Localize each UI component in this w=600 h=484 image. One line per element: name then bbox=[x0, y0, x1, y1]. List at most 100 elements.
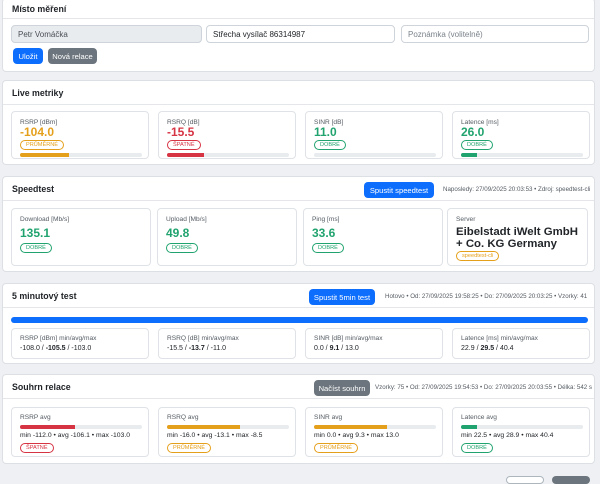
speed-tile: Upload [Mb/s] 49.8 DOBRÉ bbox=[157, 208, 297, 266]
speedtest-meta: Naposledy: 27/09/2025 20:03:53 • Zdroj: … bbox=[443, 186, 591, 193]
footer-button-partial-dark[interactable] bbox=[552, 476, 590, 484]
stat-min: -108.0 bbox=[20, 345, 40, 352]
site-field[interactable]: Střecha vysílač 86314987 bbox=[206, 25, 395, 43]
level-bar-fill bbox=[20, 153, 69, 157]
summary-tile: RSRQ avg min -16.0 • avg -13.1 • max -8.5… bbox=[158, 407, 296, 457]
summary-label: Latence avg bbox=[461, 414, 497, 421]
status-badge: DOBRÉ bbox=[314, 140, 346, 150]
summary-tile: RSRP avg min -112.0 • avg -106.1 • max -1… bbox=[11, 407, 149, 457]
summary-stats: min -112.0 • avg -106.1 • max -103.0 bbox=[20, 432, 131, 439]
site-value: Střecha vysílač 86314987 bbox=[213, 29, 306, 39]
speed-value: 33.6 bbox=[312, 226, 336, 240]
status-badge: DOBRÉ bbox=[461, 140, 493, 150]
metric-label: SINR [dB] bbox=[314, 119, 344, 126]
five-min-label: Latence [ms] min/avg/max bbox=[461, 335, 538, 342]
live-tile: RSRP [dBm] -104.0 PRŮMĚRNÉ bbox=[11, 111, 149, 159]
summary-meta: Vzorky: 75 • Od: 27/09/2025 19:54:53 • D… bbox=[375, 384, 593, 391]
run-speedtest-button[interactable]: Spustit speedtest bbox=[364, 182, 434, 198]
server-tile: Server Eibelstadt iWelt GmbH + Co. KG Ge… bbox=[447, 208, 588, 266]
five-min-title: 5 minutový test bbox=[12, 290, 77, 301]
level-bar bbox=[461, 153, 583, 157]
run-5min-test-button[interactable]: Spustit 5min test bbox=[309, 289, 375, 305]
location-card: Místo měření Petr Vomáčka Střecha vysíla… bbox=[2, 0, 595, 72]
status-badge: DOBRÉ bbox=[461, 443, 493, 453]
summary-level-bar bbox=[20, 425, 142, 429]
status-badge: DOBRÉ bbox=[312, 243, 344, 253]
status-badge: ŠPATNÉ bbox=[20, 443, 54, 453]
metric-value: -15.5 bbox=[167, 125, 195, 139]
five-min-progress-bar bbox=[11, 317, 588, 323]
live-tile: Latence [ms] 26.0 DOBRÉ bbox=[452, 111, 590, 159]
summary-label: RSRQ avg bbox=[167, 414, 199, 421]
speed-label: Download [Mb/s] bbox=[20, 216, 70, 223]
five-min-meta: Hotovo • Od: 27/09/2025 19:58:25 • Do: 2… bbox=[385, 293, 588, 300]
location-header: Místo měření bbox=[3, 0, 594, 19]
load-summary-button[interactable]: Načíst souhrn bbox=[314, 380, 370, 396]
min-avg-max: -108.0 / -105.5 / -103.0 bbox=[20, 345, 92, 352]
stat-avg: 9.1 bbox=[329, 345, 340, 352]
status-badge: DOBRÉ bbox=[20, 243, 52, 253]
status-badge: PRŮMĚRNÉ bbox=[20, 140, 65, 150]
five-min-progress-fill bbox=[11, 317, 588, 323]
stat-max: 13.0 bbox=[345, 345, 359, 352]
stat-avg: -105.5 bbox=[45, 345, 66, 352]
five-min-label: RSRP [dBm] min/avg/max bbox=[20, 335, 97, 342]
note-field[interactable]: Poznámka (volitelně) bbox=[401, 25, 589, 43]
min-avg-max: 0.0 / 9.1 / 13.0 bbox=[314, 345, 359, 352]
live-metrics-title: Live metriky bbox=[12, 87, 64, 98]
min-avg-max: 22.9 / 29.5 / 40.4 bbox=[461, 345, 514, 352]
metric-value: 11.0 bbox=[314, 125, 337, 139]
summary-level-bar bbox=[461, 425, 583, 429]
five-min-test-card: 5 minutový test Spustit 5min test Hotovo… bbox=[2, 283, 595, 364]
summary-stats: min -16.0 • avg -13.1 • max -8.5 bbox=[167, 432, 263, 439]
summary-label: SINR avg bbox=[314, 414, 343, 421]
location-title: Místo měření bbox=[12, 3, 67, 14]
footer-button-partial[interactable] bbox=[506, 476, 544, 484]
summary-level-fill bbox=[461, 425, 477, 429]
metric-label: RSRQ [dB] bbox=[167, 119, 200, 126]
save-button[interactable]: Uložit bbox=[13, 48, 43, 64]
live-tile: RSRQ [dB] -15.5 ŠPATNÉ bbox=[158, 111, 296, 159]
stat-max: -11.0 bbox=[210, 345, 227, 352]
stat-min: 0.0 bbox=[314, 345, 324, 352]
summary-tile: SINR avg min 0.0 • avg 9.3 • max 13.0 PRŮM… bbox=[305, 407, 443, 457]
five-min-tile: RSRQ [dB] min/avg/max -15.5 / -13.7 / -11… bbox=[158, 328, 296, 359]
summary-level-fill bbox=[314, 425, 388, 429]
summary-level-fill bbox=[20, 425, 75, 429]
level-bar-fill bbox=[461, 153, 477, 157]
speedtest-card: Speedtest Spustit speedtest Naposledy: 2… bbox=[2, 176, 595, 272]
live-metrics-card: Live metriky RSRP [dBm] -104.0 PRŮMĚRNÉ RSR… bbox=[2, 80, 595, 165]
speed-value: 49.8 bbox=[166, 226, 190, 240]
status-badge: DOBRÉ bbox=[166, 243, 198, 253]
level-bar bbox=[167, 153, 289, 157]
session-summary-card: Souhrn relace Načíst souhrn Vzorky: 75 •… bbox=[2, 374, 595, 464]
server-name: Eibelstadt iWelt GmbH + Co. KG Germany bbox=[456, 226, 578, 250]
speedtest-title: Speedtest bbox=[12, 183, 55, 194]
operator-name-value: Petr Vomáčka bbox=[18, 29, 68, 39]
stat-min: 22.9 bbox=[461, 345, 475, 352]
five-min-label: RSRQ [dB] min/avg/max bbox=[167, 335, 239, 342]
speedtest-header: Speedtest bbox=[3, 177, 594, 201]
speed-label: Upload [Mb/s] bbox=[166, 216, 207, 223]
stat-min: -15.5 bbox=[167, 345, 183, 352]
stat-max: 40.4 bbox=[499, 345, 514, 352]
summary-stats: min 22.5 • avg 28.9 • max 40.4 bbox=[461, 432, 554, 439]
stat-max: -103.0 bbox=[71, 345, 92, 352]
live-metrics-header: Live metriky bbox=[3, 81, 594, 105]
server-name-line2: + Co. KG Germany bbox=[456, 238, 557, 250]
speed-value: 135.1 bbox=[20, 226, 51, 240]
status-badge: PRŮMĚRNÉ bbox=[167, 443, 212, 453]
min-avg-max: -15.5 / -13.7 / -11.0 bbox=[167, 345, 227, 352]
five-min-label: SINR [dB] min/avg/max bbox=[314, 335, 383, 342]
summary-level-bar bbox=[314, 425, 436, 429]
server-label: Server bbox=[456, 216, 476, 223]
new-session-button[interactable]: Nová relace bbox=[48, 48, 97, 64]
stat-avg: -13.7 bbox=[188, 345, 205, 352]
status-badge: ŠPATNÉ bbox=[167, 140, 201, 150]
note-placeholder: Poznámka (volitelně) bbox=[408, 29, 483, 39]
stat-avg: 29.5 bbox=[480, 345, 495, 352]
five-min-tile: RSRP [dBm] min/avg/max -108.0 / -105.5 / … bbox=[11, 328, 149, 359]
server-name-line1: Eibelstadt iWelt GmbH bbox=[456, 226, 578, 238]
summary-label: RSRP avg bbox=[20, 414, 51, 421]
speed-tile: Download [Mb/s] 135.1 DOBRÉ bbox=[11, 208, 151, 266]
